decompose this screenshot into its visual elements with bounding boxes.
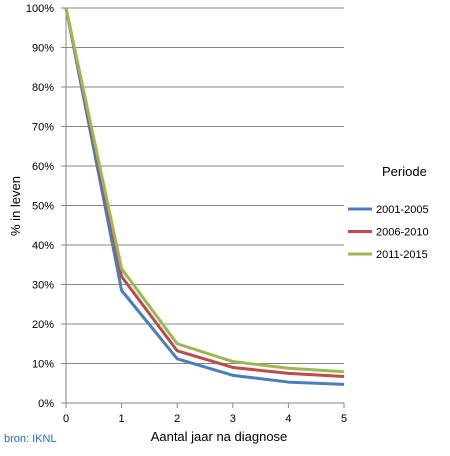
x-tick-label: 3 — [230, 413, 236, 425]
y-tick-label: 50% — [32, 201, 54, 213]
legend-label: 2006-2010 — [376, 227, 429, 239]
series-line-2006-2010 — [64, 7, 345, 379]
x-axis-title: Aantal jaar na diagnose — [151, 429, 288, 444]
y-tick-label: 30% — [32, 280, 54, 292]
legend-label: 2001-2005 — [376, 204, 429, 216]
y-tick-label: 60% — [32, 161, 54, 173]
series-lines — [64, 7, 345, 386]
y-tick-label: 20% — [32, 319, 54, 331]
series-line-2001-2005 — [64, 7, 345, 386]
y-tick-label: 0% — [38, 398, 54, 410]
x-tick-label: 2 — [174, 413, 180, 425]
y-tick-label: 80% — [32, 82, 54, 94]
x-tick-label: 4 — [285, 413, 291, 425]
legend-label: 2011-2015 — [376, 249, 428, 261]
x-tick-label: 1 — [119, 413, 125, 425]
y-tick-label: 100% — [26, 3, 54, 15]
axes — [61, 7, 345, 408]
y-tick-label: 70% — [32, 122, 54, 134]
legend-title: Periode — [382, 164, 427, 179]
gridlines — [66, 7, 344, 364]
axis-labels: % in leven Aantal jaar na diagnose 0% 10%… — [8, 3, 347, 444]
x-tick-label: 5 — [341, 413, 347, 425]
source-note: bron: IKNL — [4, 433, 57, 445]
y-tick-label: 40% — [32, 240, 54, 252]
y-tick-label: 90% — [32, 43, 54, 55]
legend: Periode 2001-2005 2006-2010 2011-2015 — [348, 164, 429, 261]
series-line-2011-2015 — [64, 7, 345, 374]
y-axis-title: % in leven — [8, 176, 23, 236]
y-tick-label: 10% — [32, 359, 54, 371]
x-tick-label: 0 — [63, 413, 69, 425]
